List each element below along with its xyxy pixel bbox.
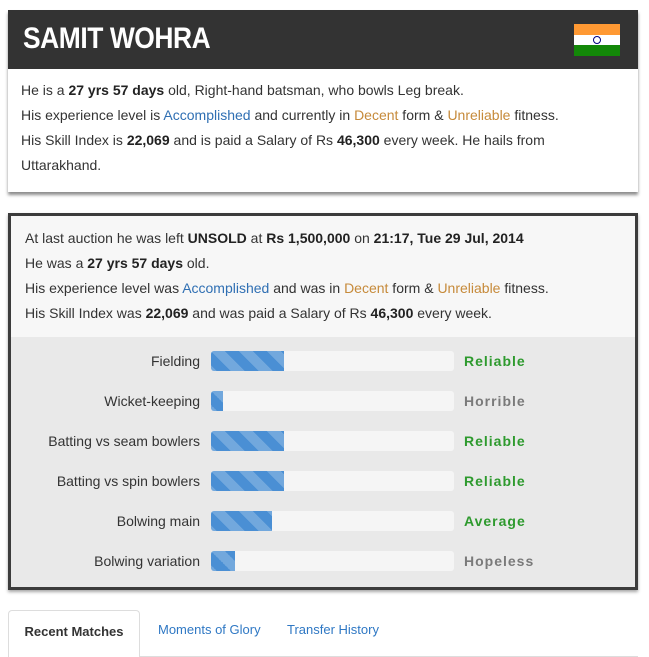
skill-bar [211,551,454,571]
player-info-line-age: He is a 27 yrs 57 days old, Right-hand b… [21,82,464,98]
skill-bar-fill [211,471,284,491]
salary: 46,300 [336,132,380,148]
skill-bar [211,391,454,411]
tab-moments-of-glory[interactable]: Moments of Glory [158,622,261,637]
skill-level: Hopeless [464,553,535,569]
experience-level: Accomplished [163,107,251,123]
skill-bar [211,511,454,531]
tab-recent-matches[interactable]: Recent Matches [8,610,140,657]
auction-datetime: 21:17, Tue 29 Jul, 2014 [373,230,524,246]
skill-bar [211,351,454,371]
player-info-line-hometown: Uttarakhand. [21,157,102,173]
skill-label: Wicket-keeping [104,393,200,409]
skill-index: 22,069 [126,132,170,148]
tab-bar: Recent Matches Moments of Glory Transfer… [8,610,638,657]
skill-level: Reliable [464,353,526,369]
auction-price: Rs 1,500,000 [266,230,351,246]
auction-skill-index: 22,069 [145,305,189,321]
player-age: 27 yrs 57 days [68,82,165,98]
player-name: SAMIT WOHRA [23,22,211,55]
skill-label: Bolwing variation [94,553,200,569]
skill-bar [211,471,454,491]
player-info-line-skill: His Skill Index is 22,069 and is paid a … [21,132,545,148]
auction-experience-level: Accomplished [182,280,270,296]
skills-section: Fielding Reliable Wicket-keeping Horribl… [11,337,635,587]
auction-age: 27 yrs 57 days [87,255,183,271]
skill-level: Reliable [464,473,526,489]
skill-row-batting-seam: Batting vs seam bowlers Reliable [11,431,635,453]
auction-line-age: He was a 27 yrs 57 days old. [25,255,210,271]
skill-label: Batting vs spin bowlers [56,473,200,489]
skill-bar-fill [211,511,272,531]
skill-level: Average [464,513,526,529]
skill-row-bowling-main: Bolwing main Average [11,511,635,533]
auction-salary: 46,300 [370,305,414,321]
skill-label: Fielding [150,353,200,369]
auction-line-result: At last auction he was left UNSOLD at Rs… [25,230,524,246]
skill-bar-fill [211,551,236,571]
skill-label: Bolwing main [116,513,200,529]
player-header: SAMIT WOHRA [8,10,638,69]
skill-bar-fill [211,431,284,451]
player-info: He is a 27 yrs 57 days old, Right-hand b… [8,69,638,178]
skill-bar [211,431,454,451]
auction-line-skill: His Skill Index was 22,069 and was paid … [25,305,492,321]
player-card: SAMIT WOHRA He is a 27 yrs 57 days old, … [8,10,638,192]
skill-level: Horrible [464,393,526,409]
skill-bar-fill [211,391,224,411]
fitness-level: Unreliable [447,107,511,123]
auction-panel: At last auction he was left UNSOLD at Rs… [8,213,638,590]
auction-form-level: Decent [344,280,389,296]
skill-row-fielding: Fielding Reliable [11,351,635,373]
india-flag-icon [574,24,620,56]
skill-row-wicket-keeping: Wicket-keeping Horrible [11,391,635,413]
skill-row-bowling-variation: Bolwing variation Hopeless [11,551,635,573]
auction-status: UNSOLD [187,230,247,246]
auction-line-experience: His experience level was Accomplished an… [25,280,549,296]
skill-label: Batting vs seam bowlers [48,433,200,449]
tab-transfer-history[interactable]: Transfer History [287,622,379,637]
player-info-line-experience: His experience level is Accomplished and… [21,107,559,123]
auction-info: At last auction he was left UNSOLD at Rs… [11,216,635,337]
auction-fitness-level: Unreliable [437,280,501,296]
skill-row-batting-spin: Batting vs spin bowlers Reliable [11,471,635,493]
skill-bar-fill [211,351,284,371]
skill-level: Reliable [464,433,526,449]
form-level: Decent [354,107,399,123]
